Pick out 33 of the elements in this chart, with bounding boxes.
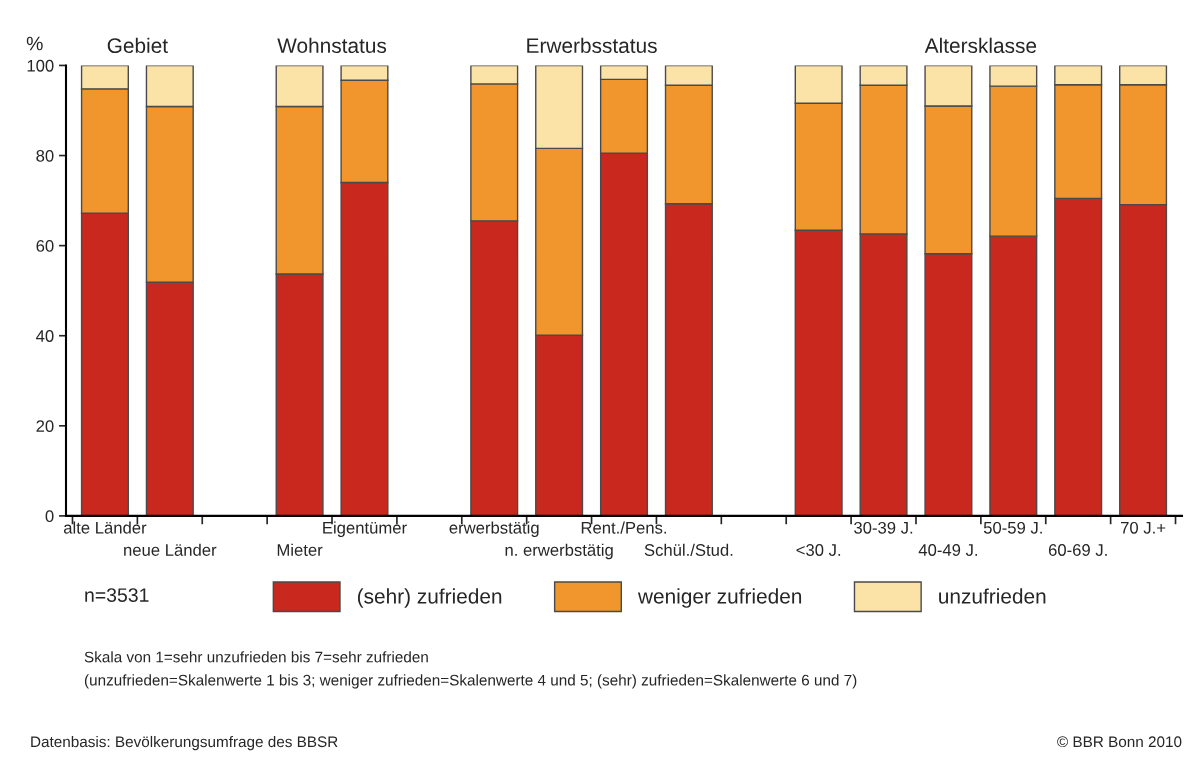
legend-label: unzufrieden	[939, 588, 1046, 604]
text: Gebiet	[107, 37, 168, 54]
legend-label: weniger zufrieden	[637, 588, 802, 608]
x-tick-label: 70 J.+	[1120, 521, 1166, 534]
x-tick-label: erwerbstätig	[449, 521, 539, 537]
x-tick-label: n. erwerbstätig	[505, 543, 613, 560]
x-tick-label: 60-69 J.	[1048, 544, 1107, 556]
x-tick-label: Rent./Pens.	[581, 521, 667, 534]
y-tick-label: 80	[36, 149, 54, 162]
legend-label: (sehr) zufrieden	[357, 588, 502, 608]
x-tick-label: 40-49 J.	[918, 544, 978, 556]
x-tick-label: <30 J.	[796, 544, 841, 556]
text: Skala von 1=sehr unzufrieden bis 7=sehr zufrieden	[84, 651, 428, 663]
text: Altersklasse	[924, 37, 1037, 54]
x-tick-label: alte Länder	[63, 521, 147, 534]
x-tick-label: Schül./Stud.	[644, 543, 733, 556]
x-tick-label: 50-59 J.	[983, 521, 1042, 534]
y-tick-label: 20	[36, 420, 54, 433]
y-tick-label: 0	[45, 510, 54, 523]
text: Datenbasis: Bevölkerungsumfrage des BBSR	[31, 735, 338, 751]
text: n=3531	[85, 588, 149, 602]
y-tick-label: 40	[36, 330, 54, 342]
y-tick-label: 60	[36, 240, 54, 252]
text: Wohnstatus	[277, 37, 387, 54]
x-tick-label: neue Länder	[124, 543, 217, 556]
text: © BBR Bonn 2010	[1057, 736, 1182, 748]
y-tick-label: 100	[27, 59, 54, 72]
x-tick-label: Eigentümer	[323, 521, 407, 537]
y-axis-title: %	[26, 36, 43, 51]
text: Erwerbsstatus	[527, 37, 657, 54]
text: (unzufrieden=Skalenwerte 1 bis 3; weniger zufrieden=Skalenwerte 4 und 5; (sehr) zufrieden=Skalenwerte 6 und 7)	[84, 674, 857, 689]
x-tick-label: Mieter	[277, 543, 323, 556]
x-tick-label: 30-39 J.	[854, 521, 913, 534]
